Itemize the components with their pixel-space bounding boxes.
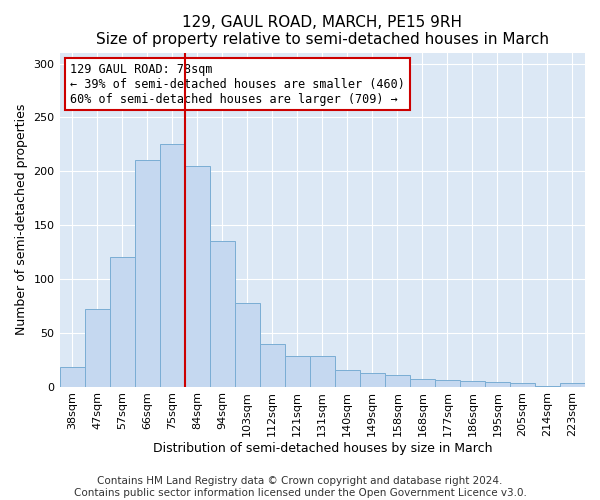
Text: 129 GAUL ROAD: 78sqm
← 39% of semi-detached houses are smaller (460)
60% of semi: 129 GAUL ROAD: 78sqm ← 39% of semi-detac… bbox=[70, 62, 405, 106]
X-axis label: Distribution of semi-detached houses by size in March: Distribution of semi-detached houses by … bbox=[152, 442, 492, 455]
Bar bbox=[85, 309, 110, 386]
Bar bbox=[260, 344, 285, 386]
Text: Contains HM Land Registry data © Crown copyright and database right 2024.
Contai: Contains HM Land Registry data © Crown c… bbox=[74, 476, 526, 498]
Bar bbox=[410, 379, 435, 386]
Bar bbox=[209, 241, 235, 386]
Bar bbox=[285, 356, 310, 386]
Bar bbox=[134, 160, 160, 386]
Bar bbox=[335, 370, 360, 386]
Bar bbox=[160, 144, 185, 386]
Y-axis label: Number of semi-detached properties: Number of semi-detached properties bbox=[15, 104, 28, 336]
Bar bbox=[385, 374, 410, 386]
Bar bbox=[110, 258, 134, 386]
Bar bbox=[560, 384, 585, 386]
Bar bbox=[435, 380, 460, 386]
Bar bbox=[510, 384, 535, 386]
Bar bbox=[485, 382, 510, 386]
Bar bbox=[360, 372, 385, 386]
Bar bbox=[310, 356, 335, 386]
Bar bbox=[235, 302, 260, 386]
Title: 129, GAUL ROAD, MARCH, PE15 9RH
Size of property relative to semi-detached house: 129, GAUL ROAD, MARCH, PE15 9RH Size of … bbox=[96, 15, 549, 48]
Bar bbox=[59, 367, 85, 386]
Bar bbox=[460, 381, 485, 386]
Bar bbox=[185, 166, 209, 386]
